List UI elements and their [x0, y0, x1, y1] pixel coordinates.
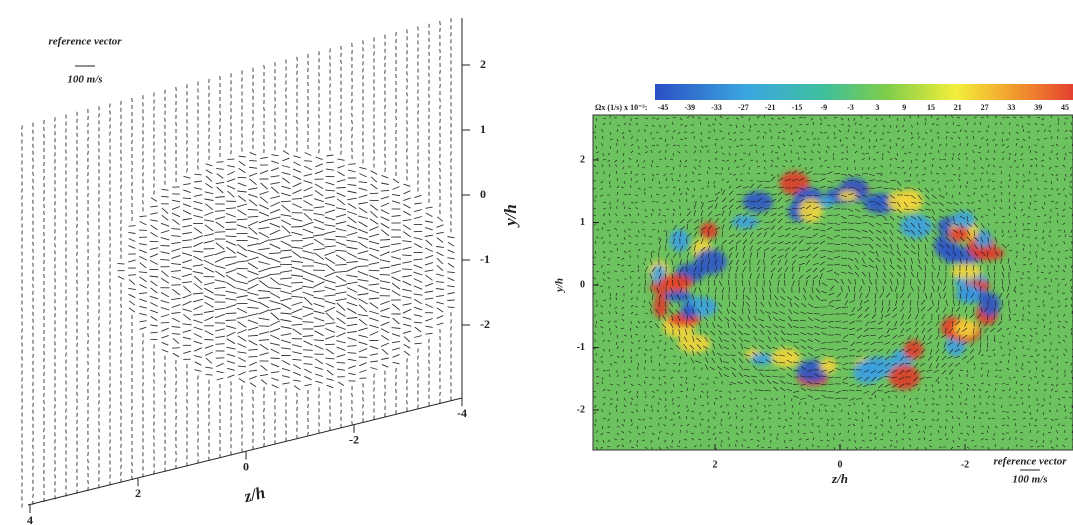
vorticity-blob	[664, 290, 693, 302]
colorbar-tick-label: 39	[1034, 103, 1042, 112]
vorticity-blob	[903, 339, 924, 360]
vector-field	[21, 18, 455, 508]
colorbar-tick-label: 21	[954, 103, 962, 112]
plot-frame	[592, 114, 1073, 451]
vorticity-blob	[659, 274, 693, 292]
vorticity-blob	[669, 229, 690, 252]
vorticity-blob	[953, 319, 978, 338]
y-axis-label: y/h	[501, 204, 520, 228]
colorbar-tick-label: 45	[1061, 103, 1069, 112]
y-tick-label: 2	[480, 57, 486, 71]
vorticity-blob	[699, 222, 718, 240]
colorbar-tick-label: -3	[847, 103, 854, 112]
reference-magnitude: 100 m/s	[67, 74, 102, 86]
colorbar-tick-label: 9	[902, 103, 906, 112]
vorticity-blob	[819, 357, 837, 374]
y-tick-label: -1	[480, 252, 490, 266]
x-tick-label: -2	[961, 459, 969, 470]
z-axis-label: z/h	[241, 483, 267, 507]
vorticity-blob	[898, 189, 924, 213]
colorbar-tick-label: -33	[711, 103, 722, 112]
vorticity-blob	[950, 263, 982, 279]
y-tick-label: 1	[480, 122, 486, 136]
y-tick-label: 0	[480, 187, 486, 201]
x-tick-label: 0	[838, 459, 843, 470]
colorbar-tick-label: 15	[927, 103, 935, 112]
y-tick-label: -2	[577, 404, 585, 415]
vorticity-blob	[653, 294, 668, 319]
z-tick-label: 2	[135, 486, 141, 500]
y-tick-label: 1	[580, 217, 585, 228]
z-tick-label: 4	[27, 513, 33, 525]
reference-magnitude: 100 m/s	[1012, 474, 1047, 486]
vorticity-blob	[694, 249, 727, 275]
vorticity-blob	[899, 214, 933, 239]
colorbar-label: Ωx (1/s) x 10⁻³:	[595, 103, 647, 112]
y-tick-label: -1	[577, 342, 585, 353]
vorticity-blob	[742, 191, 774, 213]
colorbar-tick-label: 27	[981, 103, 989, 112]
colorbar	[655, 84, 1073, 100]
colorbar-tick-label: -21	[765, 103, 776, 112]
vorticity-field	[648, 171, 1005, 390]
left-panel: reference vector 100 m/s y/h z/h 2 1 0 -1 -2…	[21, 18, 520, 525]
colorbar-tick-label: -39	[684, 103, 695, 112]
vorticity-blob	[798, 198, 823, 223]
vorticity-blob	[819, 197, 835, 208]
reference-label: reference vector	[49, 36, 123, 48]
y-tick-label: -2	[480, 317, 490, 331]
colorbar-tick-label: -45	[658, 103, 669, 112]
vorticity-blob	[948, 226, 970, 242]
vorticity-blob	[838, 190, 858, 202]
vorticity-blob	[975, 229, 993, 252]
y-tick-label: 2	[580, 154, 585, 165]
vorticity-blob	[771, 347, 801, 368]
z-tick-label: -2	[349, 433, 359, 447]
vorticity-blob	[888, 364, 920, 390]
colorbar-tick-label: 33	[1007, 103, 1015, 112]
z-tick-label: 0	[243, 459, 249, 473]
y-axis-label: y/h	[554, 278, 566, 294]
colorbar-tick-label: 3	[875, 103, 879, 112]
colorbar-tick-label: -9	[820, 103, 827, 112]
vorticity-blob	[952, 211, 975, 229]
x-tick-label: 2	[713, 459, 718, 470]
y-tick-label: 0	[580, 279, 585, 290]
right-panel: Ωx (1/s) x 10⁻³: y/h z/h reference vecto…	[554, 84, 1073, 486]
vector-field	[593, 115, 1073, 450]
colorbar-tick-label: -15	[792, 103, 803, 112]
colorbar-tick-label: -27	[738, 103, 749, 112]
vorticity-blob	[680, 303, 696, 319]
reference-label: reference vector	[994, 456, 1068, 468]
z-axis	[27, 397, 463, 506]
z-tick-label: -4	[457, 406, 467, 420]
vorticity-blob	[957, 284, 981, 304]
x-axis-label: z/h	[831, 471, 848, 486]
